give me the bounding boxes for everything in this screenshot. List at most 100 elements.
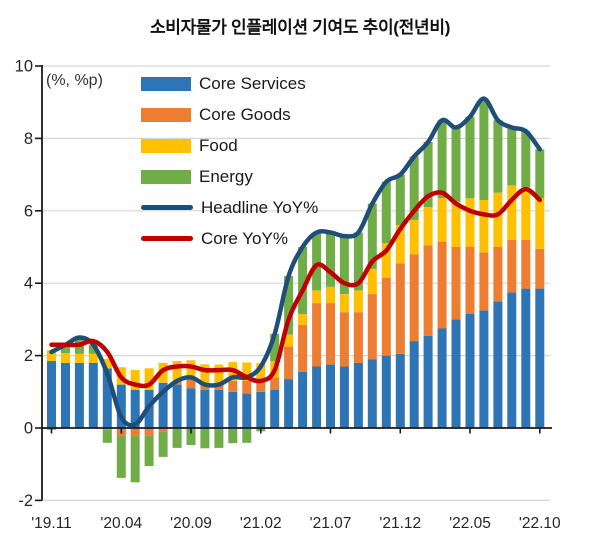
bar-segment-core-services (116, 384, 126, 428)
bar-segment-food (367, 268, 377, 294)
bar-segment-food (339, 294, 349, 313)
bar-segment-core-services (326, 364, 335, 428)
bar-segment-core-services (353, 362, 363, 428)
bar-segment-energy (298, 247, 308, 314)
bar-segment-energy (479, 98, 489, 200)
bar-segment-food (172, 361, 182, 381)
bar-segment-food (535, 198, 545, 249)
bar-segment-core-services (367, 359, 377, 428)
bar-segment-core-goods (367, 294, 377, 360)
bar-segment-energy (451, 127, 461, 202)
bar-segment-food (326, 286, 335, 304)
bar-segment-core-services (535, 288, 545, 428)
bar-segment-energy (339, 236, 349, 294)
bar-segment-food (465, 198, 475, 247)
legend-swatch-core-goods (141, 107, 191, 122)
bar-segment-core-services (130, 390, 140, 428)
bar-segment-energy (395, 174, 405, 226)
bar-segment-energy (88, 344, 98, 354)
bar-segment-energy (228, 428, 238, 444)
bar-segment-food (437, 198, 447, 242)
bar-segment-energy (353, 232, 363, 291)
bar-segment-core-services (158, 382, 168, 429)
bar-segment-food (61, 353, 70, 363)
bar-segment-energy (284, 276, 294, 335)
x-tick-label: '22.10 (519, 515, 561, 532)
bar-segment-core-goods (270, 377, 280, 390)
bar-segment-core-goods (158, 428, 168, 432)
bar-segment-energy (409, 156, 419, 220)
bar-segment-core-goods (130, 428, 140, 436)
bar-segment-food (409, 219, 419, 255)
bar-segment-food (381, 243, 391, 278)
bar-segment-food (88, 353, 98, 363)
bar-segment-core-goods (228, 380, 238, 392)
bar-segment-food (144, 368, 154, 390)
bar-segment-energy (242, 428, 252, 443)
bar-segment-core-services (88, 362, 98, 428)
bar-segment-food (451, 201, 461, 247)
bar-segment-energy (186, 428, 196, 445)
bar-segment-core-goods (326, 303, 335, 365)
bar-segment-food (47, 350, 56, 362)
legend-item-headline-yoy: Headline YoY% (141, 192, 318, 223)
bar-segment-food (395, 225, 405, 264)
bar-segment-core-services (381, 355, 391, 428)
bar-segment-food (521, 187, 531, 240)
bar-segment-energy (312, 232, 322, 291)
bar-segment-energy (130, 435, 140, 483)
bar-segment-food (130, 370, 140, 390)
legend-swatch-food (141, 138, 191, 153)
y-tick-label: 4 (24, 275, 33, 293)
bar-segment-core-goods (493, 247, 503, 302)
bar-segment-core-services (409, 341, 419, 428)
bar-segment-core-goods (479, 252, 489, 311)
bar-segment-core-services (172, 384, 182, 428)
bar-segment-energy (381, 181, 391, 244)
bar-segment-core-services (298, 371, 308, 428)
bar-segment-food (242, 362, 252, 381)
y-tick-label: 8 (24, 130, 33, 148)
bar-segment-core-services (451, 319, 461, 428)
bar-segment-energy (116, 435, 126, 478)
core-yoy-line (49, 186, 543, 389)
x-tick-label: '21.02 (240, 515, 282, 532)
x-tick-label: '20.09 (170, 515, 212, 532)
headline-yoy-line (49, 96, 543, 428)
bar-segment-food (284, 334, 294, 347)
bar-segment-energy (326, 232, 335, 287)
bar-segment-core-services (47, 361, 56, 428)
legend-item-energy: Energy (141, 161, 318, 192)
legend-label: Core Services (199, 74, 306, 93)
bar-segment-core-goods (395, 263, 405, 354)
bar-segment-core-services (465, 314, 475, 428)
bar-segment-food (423, 207, 433, 246)
bar-segment-core-goods (437, 241, 447, 329)
bar-segment-energy (535, 149, 545, 199)
bar-segment-food (200, 364, 210, 383)
legend-label: Food (199, 136, 238, 155)
bar-segment-food (102, 358, 112, 369)
bar-segment-core-services (228, 391, 238, 428)
bar-segment-core-goods (242, 380, 252, 394)
bar-segment-core-goods (521, 239, 531, 289)
bar-segment-core-services (339, 366, 349, 428)
bar-segment-core-goods (186, 379, 196, 389)
bar-segment-food (353, 290, 363, 313)
bar-segment-energy (172, 428, 182, 448)
legend-swatch-core-services (141, 76, 191, 91)
y-tick-label: 0 (24, 420, 33, 438)
bar-segment-core-goods (312, 303, 322, 367)
bar-segment-energy (423, 142, 433, 208)
bar-segment-core-goods (465, 247, 475, 314)
bar-segment-core-goods (381, 277, 391, 356)
legend-label: Energy (199, 167, 253, 186)
bar-segment-core-services (521, 288, 531, 428)
legend-item-food: Food (141, 130, 318, 161)
bar-segment-core-goods (256, 380, 266, 392)
bar-segment-core-services (507, 292, 517, 429)
bar-segment-food (312, 290, 322, 304)
bar-segment-food (507, 185, 517, 240)
